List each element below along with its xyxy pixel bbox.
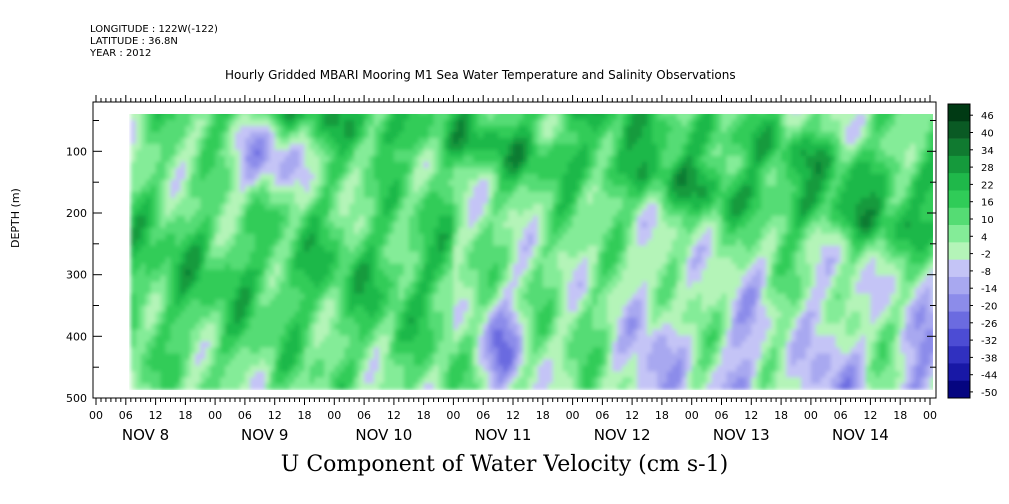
colorbar-swatch: [948, 380, 970, 399]
x-day-label: NOV 12: [594, 426, 651, 444]
x-tick-label: 00: [685, 409, 699, 422]
x-tick-label: 06: [238, 409, 252, 422]
colorbar-label: 10: [981, 215, 994, 226]
x-day-label: NOV 11: [475, 426, 532, 444]
x-tick-label: 00: [446, 409, 460, 422]
colorbar-label: -32: [981, 336, 997, 347]
colorbar-swatch: [948, 311, 970, 330]
colorbar-swatch: [948, 207, 970, 226]
x-tick-label: 12: [506, 409, 520, 422]
x-tick-label: 06: [834, 409, 848, 422]
x-day-label: NOV 9: [241, 426, 288, 444]
x-day-label: NOV 10: [355, 426, 412, 444]
colorbar-label: -38: [981, 353, 997, 364]
y-tick-label: 100: [66, 145, 87, 158]
chart-title: Hourly Gridded MBARI Mooring M1 Sea Wate…: [225, 68, 736, 82]
plot-frame: [92, 101, 937, 399]
x-tick-label: 06: [119, 409, 133, 422]
heatmap-cells: [130, 114, 933, 390]
x-tick-label: 00: [89, 409, 103, 422]
x-tick-label: 18: [774, 409, 788, 422]
x-tick-label: 12: [863, 409, 877, 422]
x-tick-label: 06: [476, 409, 490, 422]
colorbar-label: -2: [981, 250, 991, 261]
colorbar-label: 22: [981, 180, 994, 191]
x-tick-label: 00: [923, 409, 937, 422]
colorbar-frame: [947, 103, 971, 399]
x-tick-label: 00: [804, 409, 818, 422]
x-tick-label: 12: [625, 409, 639, 422]
x-tick-label: 18: [893, 409, 907, 422]
colorbar-swatch: [948, 190, 970, 209]
x-tick-label: 18: [178, 409, 192, 422]
colorbar-swatch: [948, 104, 970, 122]
x-tick-label: 12: [268, 409, 282, 422]
colorbar-swatch: [948, 294, 970, 312]
colorbar-swatch: [948, 225, 970, 243]
x-tick-label: 06: [595, 409, 609, 422]
x-tick-label: 00: [208, 409, 222, 422]
colorbar-swatch: [948, 328, 970, 347]
colorbar-swatch: [948, 346, 970, 364]
x-axis-label: U Component of Water Velocity (cm s-1): [280, 452, 729, 477]
x-tick-label: 12: [149, 409, 163, 422]
colorbar-swatch: [948, 155, 970, 174]
colorbar-label: -8: [981, 267, 991, 278]
y-tick-label: 200: [66, 207, 87, 220]
colorbar-swatch: [948, 276, 970, 295]
heatmap-field: [130, 114, 933, 390]
y-tick-label: 400: [66, 330, 87, 343]
x-tick-label: 18: [536, 409, 550, 422]
x-tick-label: 00: [327, 409, 341, 422]
x-day-label: NOV 13: [713, 426, 770, 444]
colorbar-label: 16: [981, 198, 994, 209]
colorbar-label: 46: [981, 111, 994, 122]
year-label: YEAR : 2012: [90, 48, 152, 59]
colorbar-label: 28: [981, 163, 994, 174]
colorbar-swatch: [948, 363, 970, 381]
longitude-label: LONGITUDE : 122W(-122): [90, 24, 218, 35]
x-tick-label: 12: [387, 409, 401, 422]
x-tick-label: 18: [655, 409, 669, 422]
colorbar-label: -44: [981, 371, 997, 382]
latitude-label: LATITUDE : 36.8N: [90, 36, 178, 47]
colorbar-label: -50: [981, 388, 997, 399]
y-tick-label: 500: [66, 392, 87, 405]
colorbar-swatch: [948, 173, 970, 191]
colorbar-swatch: [948, 259, 970, 278]
colorbar-label: 4: [981, 232, 987, 243]
colorbar-swatch: [948, 121, 970, 139]
x-tick-label: 00: [566, 409, 580, 422]
x-tick-label: 06: [715, 409, 729, 422]
colorbar-swatch: [948, 138, 970, 157]
x-tick-label: 18: [417, 409, 431, 422]
x-tick-label: 06: [357, 409, 371, 422]
x-tick-label: 18: [298, 409, 312, 422]
colorbar-label: 40: [981, 129, 994, 140]
colorbar-label: -14: [981, 284, 997, 295]
y-axis-label: DEPTH (m): [9, 188, 22, 248]
colorbar-label: -20: [981, 301, 997, 312]
y-tick-label: 300: [66, 269, 87, 282]
x-tick-label: 12: [744, 409, 758, 422]
colorbar-swatch: [948, 242, 970, 260]
x-day-label: NOV 8: [122, 426, 169, 444]
colorbar-label: -26: [981, 319, 997, 330]
colorbar-label: 34: [981, 146, 994, 157]
x-day-label: NOV 14: [832, 426, 889, 444]
